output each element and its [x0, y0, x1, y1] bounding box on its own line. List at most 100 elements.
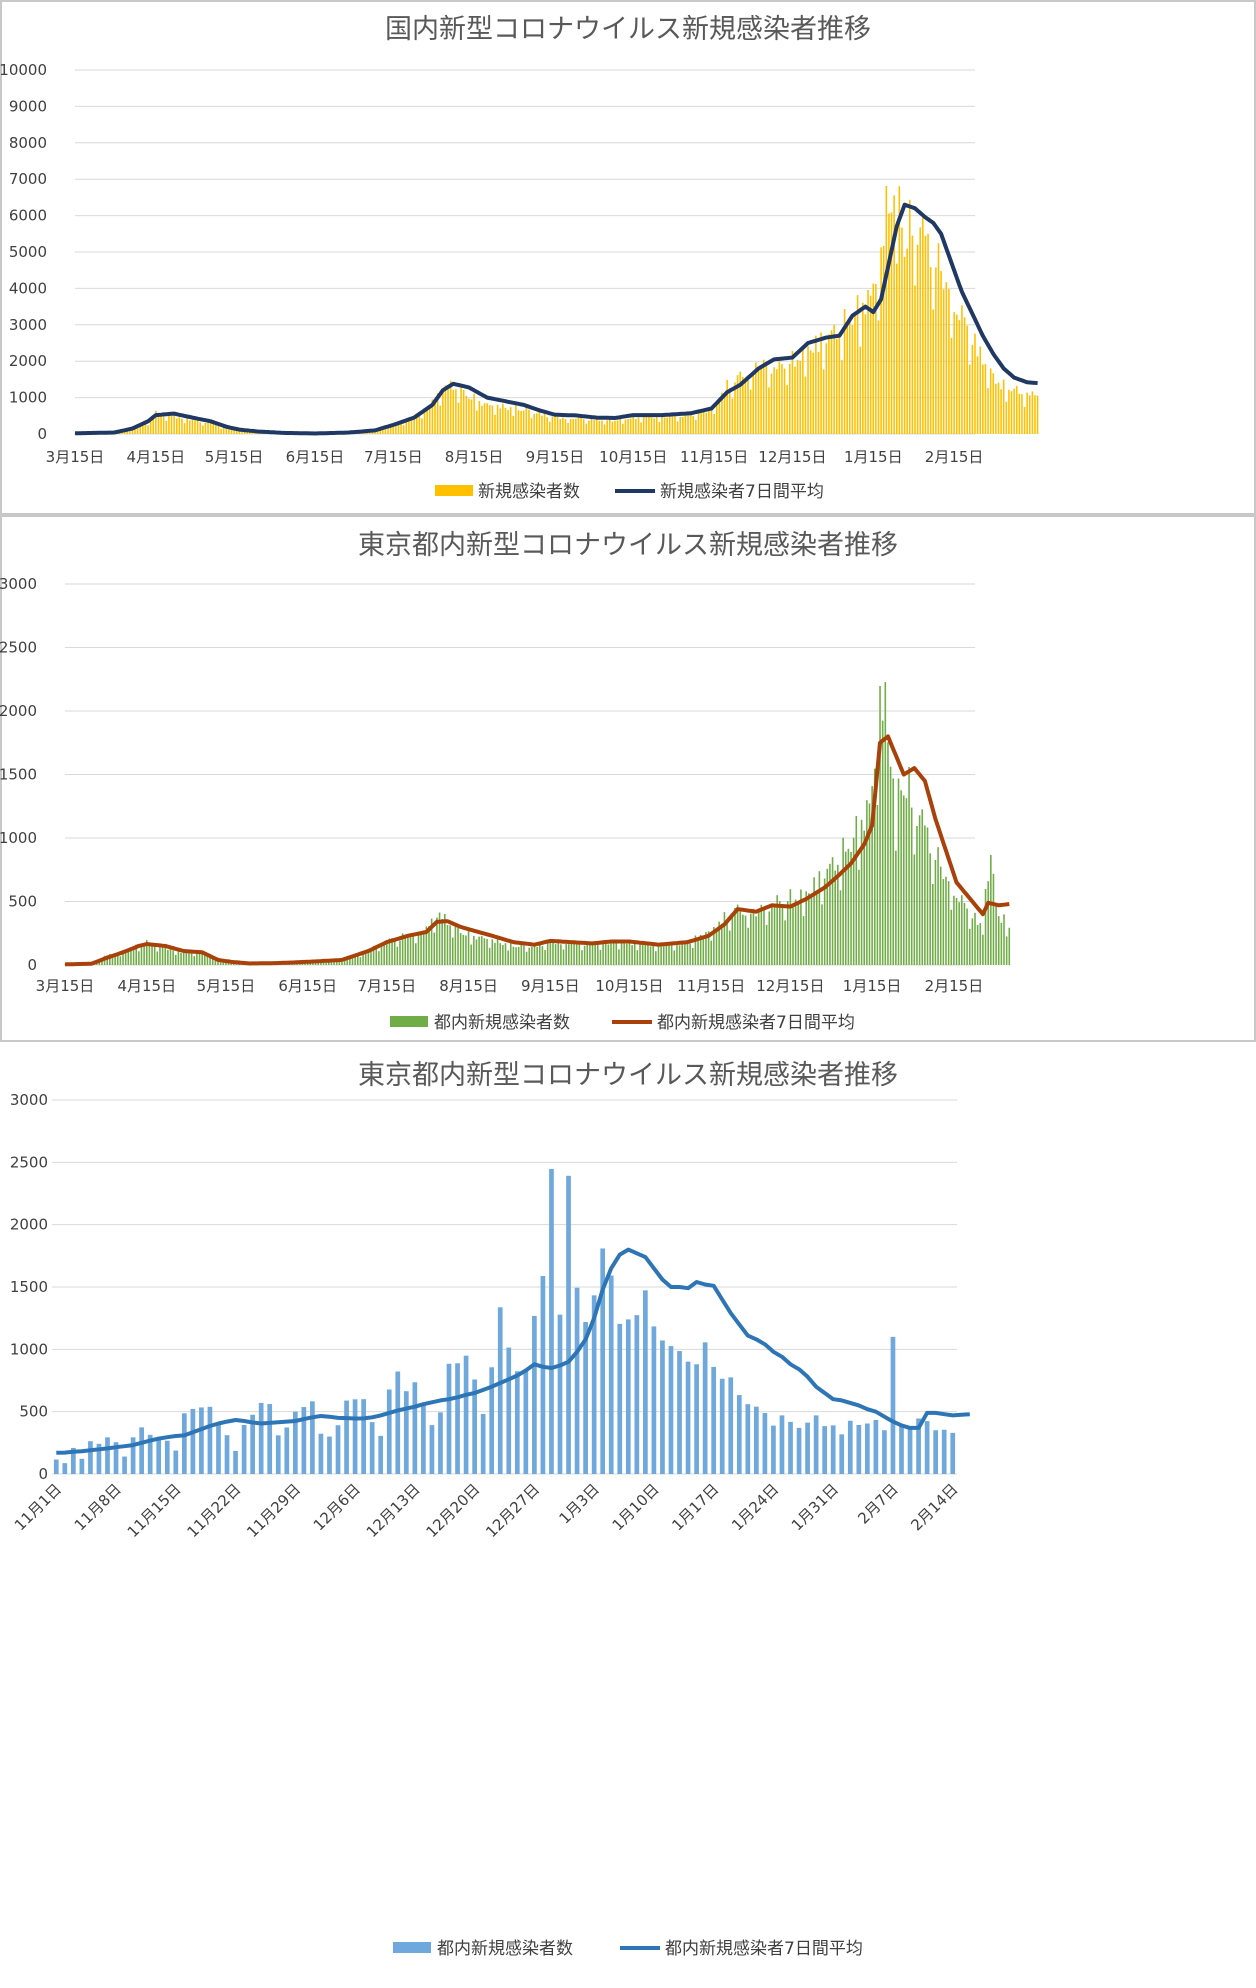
bar — [921, 809, 924, 965]
bar — [546, 941, 549, 965]
bar — [224, 1435, 230, 1474]
bar — [890, 1336, 896, 1474]
x-tick-label: 1月17日 — [668, 1480, 722, 1534]
bar — [1000, 389, 1002, 434]
bar — [826, 868, 829, 965]
x-tick-label: 6月15日 — [286, 448, 345, 466]
bar — [426, 407, 428, 434]
bar — [415, 943, 417, 965]
bar — [325, 961, 327, 965]
bar — [736, 904, 739, 965]
y-tick-label: 2000 — [9, 352, 47, 370]
bar — [346, 958, 349, 965]
bar — [815, 335, 817, 434]
bar — [786, 901, 789, 965]
bar — [191, 420, 194, 434]
bar — [161, 946, 164, 965]
legend-swatch-bars — [393, 1942, 431, 1953]
bar — [809, 350, 812, 434]
bar — [821, 904, 823, 965]
bar — [452, 389, 455, 434]
bar — [116, 952, 119, 965]
bar — [523, 945, 525, 965]
bar — [939, 866, 942, 965]
bar — [677, 1351, 682, 1474]
bar — [391, 938, 393, 965]
bar — [867, 290, 869, 434]
bar — [428, 926, 430, 965]
x-tick-label: 1月31日 — [788, 1480, 842, 1534]
bar — [439, 405, 441, 434]
bar — [478, 936, 480, 965]
bar — [1034, 395, 1036, 434]
bar — [666, 417, 668, 434]
bar — [88, 1441, 93, 1474]
bar — [665, 944, 668, 965]
bar — [512, 415, 515, 434]
bar — [540, 1276, 546, 1474]
bar — [762, 1413, 768, 1474]
bar — [538, 943, 541, 965]
bar — [778, 357, 781, 434]
y-tick-label: 6000 — [9, 207, 47, 225]
bar — [788, 1421, 793, 1474]
y-tick-label: 3000 — [0, 575, 37, 593]
bar — [885, 185, 888, 434]
bar — [924, 825, 926, 965]
bar — [813, 1415, 819, 1474]
bar — [676, 945, 678, 965]
bar — [937, 847, 939, 965]
bar — [662, 946, 665, 965]
bar — [301, 1407, 307, 1474]
bar — [598, 420, 601, 434]
bar — [997, 382, 1000, 434]
bar — [196, 953, 198, 965]
bar — [401, 933, 404, 965]
bar — [211, 958, 214, 965]
bar — [626, 943, 628, 965]
bar — [739, 911, 742, 965]
bar — [230, 428, 233, 434]
x-tick-label: 11月15日 — [124, 1480, 185, 1541]
bar — [614, 420, 616, 434]
bar — [585, 423, 588, 434]
bar — [881, 720, 884, 965]
bar — [835, 339, 838, 434]
x-tick-label: 3月15日 — [46, 448, 105, 466]
bar — [747, 377, 749, 434]
bar — [552, 941, 554, 965]
bar — [660, 1340, 665, 1474]
bar — [796, 359, 799, 434]
bar — [164, 1440, 170, 1474]
x-tick-label: 8月15日 — [439, 977, 498, 995]
bar — [517, 410, 520, 434]
bar — [916, 1418, 921, 1474]
bar — [908, 767, 910, 965]
bar — [491, 405, 494, 434]
bar — [455, 389, 457, 434]
bar — [829, 863, 831, 965]
bar — [175, 418, 178, 434]
bar — [162, 416, 165, 434]
bar — [573, 941, 575, 965]
bar — [412, 1382, 418, 1474]
bar — [1029, 395, 1031, 434]
bar — [483, 938, 486, 965]
bar — [215, 424, 217, 434]
bar — [190, 1408, 196, 1474]
bar — [562, 417, 564, 434]
bar — [159, 944, 161, 965]
chart-tokyo-infections-recent: 東京都内新型コロナウイルス新規感染者推移 0 500 1000 1500 2000 250… — [10, 1060, 970, 1959]
bar — [243, 430, 246, 434]
bar — [863, 830, 866, 965]
bar — [670, 941, 673, 965]
y-tick-label: 2500 — [10, 1153, 48, 1171]
bar — [1018, 393, 1021, 434]
bar — [911, 235, 914, 434]
bar — [791, 350, 794, 434]
bar — [612, 942, 615, 965]
bar — [627, 419, 629, 434]
bar — [486, 403, 488, 434]
bar — [919, 227, 921, 434]
bar — [707, 931, 710, 965]
